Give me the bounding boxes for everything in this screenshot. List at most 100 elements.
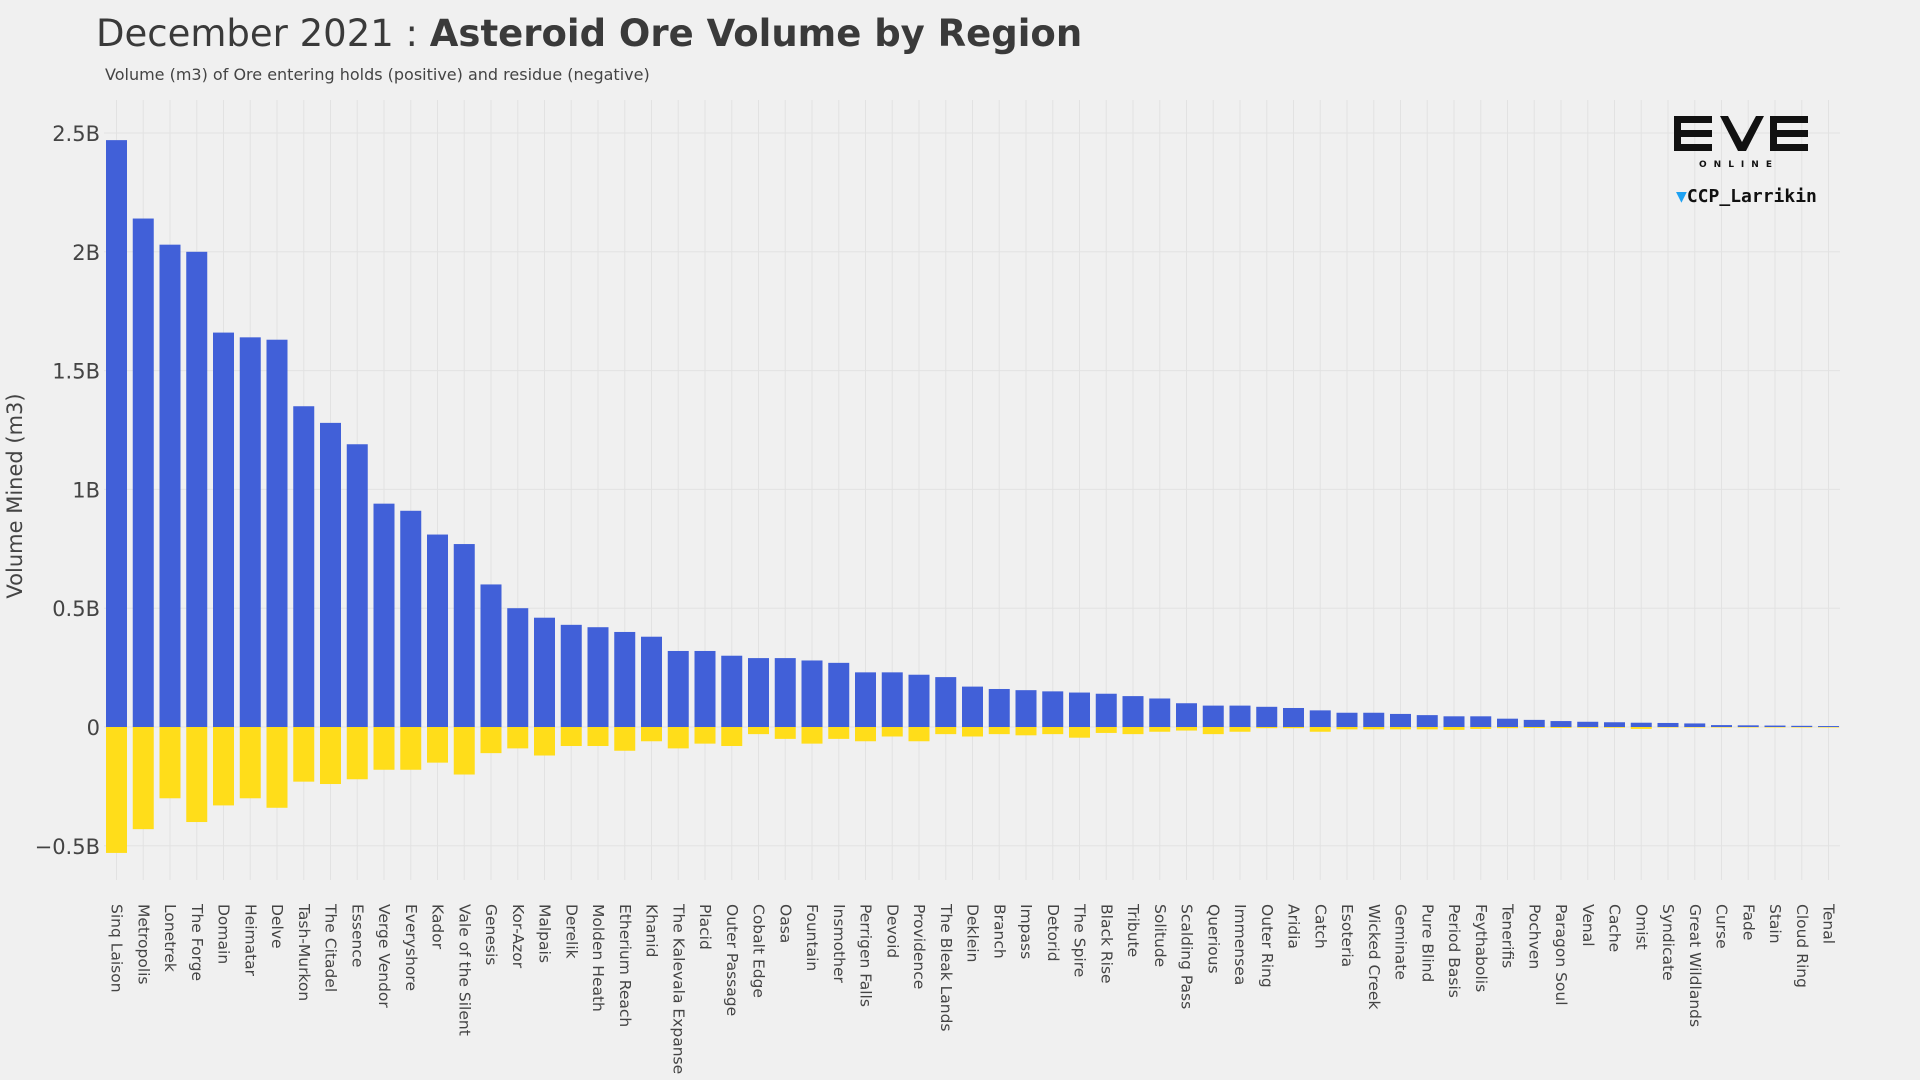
bar-negative bbox=[132, 727, 154, 830]
x-tick-label: Tenal bbox=[1820, 903, 1838, 944]
x-tick-label: Kor-Azor bbox=[509, 904, 527, 969]
bar-positive bbox=[1818, 726, 1839, 727]
x-tick-label: Tash-Murkon bbox=[295, 903, 313, 1001]
bar-positive bbox=[801, 660, 823, 727]
bar-negative bbox=[774, 727, 796, 739]
bar-negative bbox=[1497, 727, 1518, 729]
eve-online-logo bbox=[1674, 116, 1808, 151]
bar-negative bbox=[1657, 727, 1679, 728]
chart-subtitle: Volume (m3) of Ore entering holds (posit… bbox=[105, 65, 650, 84]
bar-positive bbox=[239, 337, 261, 727]
bar-negative bbox=[427, 727, 448, 763]
bar-negative bbox=[1122, 727, 1144, 735]
bar-negative bbox=[1764, 727, 1786, 728]
x-tick-label: Catch bbox=[1311, 904, 1329, 949]
bar-negative bbox=[1470, 727, 1492, 729]
bar-positive bbox=[1283, 707, 1304, 727]
x-tick-label: Verge Vendor bbox=[375, 904, 393, 1008]
bar-negative bbox=[1416, 727, 1438, 730]
bar-negative bbox=[801, 727, 823, 744]
chart-title-main: Asteroid Ore Volume by Region bbox=[429, 12, 1083, 55]
x-tick-label: Fade bbox=[1739, 904, 1757, 940]
bar-negative bbox=[935, 727, 957, 735]
bar-positive bbox=[1630, 722, 1652, 727]
x-tick-label: Metropolis bbox=[134, 904, 152, 985]
bar-positive bbox=[828, 662, 850, 727]
x-tick-label: Outer Passage bbox=[723, 904, 741, 1016]
x-tick-label: The Spire bbox=[1071, 903, 1089, 977]
y-tick-label: −0.5B bbox=[35, 835, 100, 859]
bar-negative bbox=[213, 727, 234, 806]
bar-positive bbox=[721, 655, 743, 727]
bar-positive bbox=[1684, 723, 1706, 727]
bar-positive bbox=[1095, 693, 1117, 727]
chart-title-date: December 2021 : bbox=[96, 12, 430, 55]
bar-negative bbox=[266, 727, 288, 808]
bar-negative bbox=[721, 727, 743, 747]
bar-positive bbox=[1657, 722, 1679, 727]
bar-positive bbox=[881, 672, 903, 727]
y-tick-label: 2.5B bbox=[52, 122, 100, 146]
bar-positive bbox=[266, 339, 288, 727]
x-tick-label: Cobalt Edge bbox=[750, 904, 768, 998]
bar-positive bbox=[1550, 721, 1572, 727]
x-tick-label: The Bleak Lands bbox=[937, 903, 955, 1032]
x-tick-label: Great Wildlands bbox=[1686, 904, 1704, 1027]
y-tick-label: 1.5B bbox=[52, 360, 100, 384]
bar-positive bbox=[748, 658, 769, 727]
bar-positive bbox=[1523, 719, 1545, 727]
x-tick-label: Oasa bbox=[776, 904, 794, 943]
bar-positive bbox=[106, 140, 127, 728]
bar-positive bbox=[373, 503, 395, 727]
bar-negative bbox=[855, 727, 876, 742]
bar-negative bbox=[1069, 727, 1090, 738]
bars-layer bbox=[106, 140, 1839, 853]
bar-negative bbox=[1818, 727, 1839, 728]
x-tick-label: Immensea bbox=[1231, 904, 1249, 985]
bar-negative bbox=[1149, 727, 1171, 732]
bar-positive bbox=[1604, 722, 1625, 727]
x-tick-label: Esoteria bbox=[1338, 904, 1356, 967]
bar-positive bbox=[1764, 725, 1786, 727]
bar-negative bbox=[453, 727, 475, 775]
bar-positive bbox=[1176, 703, 1197, 727]
bar-positive bbox=[400, 510, 422, 727]
x-tick-label: Etherium Reach bbox=[616, 904, 634, 1027]
bar-positive bbox=[1309, 710, 1331, 727]
x-tick-label: Providence bbox=[910, 904, 928, 989]
twitter-handle: ▼CCP_Larrikin bbox=[1676, 186, 1817, 207]
bar-negative bbox=[106, 727, 127, 853]
bar-positive bbox=[1336, 712, 1358, 727]
bar-positive bbox=[1256, 706, 1278, 727]
bar-negative bbox=[1550, 727, 1572, 728]
bar-negative bbox=[667, 727, 689, 749]
bar-positive bbox=[935, 677, 957, 727]
bar-positive bbox=[1711, 725, 1732, 727]
bar-negative bbox=[1577, 727, 1599, 728]
x-tick-label: Scalding Pass bbox=[1178, 904, 1196, 1009]
bar-positive bbox=[1015, 690, 1037, 727]
x-tick-label: Pure Blind bbox=[1418, 904, 1436, 982]
bar-positive bbox=[293, 406, 315, 727]
x-tick-label: Black Rise bbox=[1097, 904, 1115, 984]
x-tick-label: Derelik bbox=[562, 904, 580, 959]
bar-positive bbox=[1202, 705, 1224, 727]
x-tick-label: Pochven bbox=[1525, 904, 1543, 969]
bar-negative bbox=[1309, 727, 1331, 732]
bar-negative bbox=[988, 727, 1010, 735]
x-tick-label: Molden Heath bbox=[589, 904, 607, 1012]
y-axis-label: Volume Mined (m3) bbox=[3, 393, 27, 598]
bar-positive bbox=[213, 332, 234, 727]
x-tick-label: The Citadel bbox=[322, 903, 340, 992]
bar-negative bbox=[1604, 727, 1625, 728]
x-tick-label: Essence bbox=[348, 904, 366, 967]
bar-negative bbox=[239, 727, 261, 799]
bar-negative bbox=[1283, 727, 1304, 729]
bar-negative bbox=[694, 727, 716, 744]
bar-negative bbox=[1095, 727, 1117, 733]
x-tick-label: Malpais bbox=[536, 904, 554, 963]
bar-negative bbox=[1176, 727, 1197, 731]
bar-negative bbox=[748, 727, 769, 735]
bar-negative bbox=[400, 727, 422, 770]
